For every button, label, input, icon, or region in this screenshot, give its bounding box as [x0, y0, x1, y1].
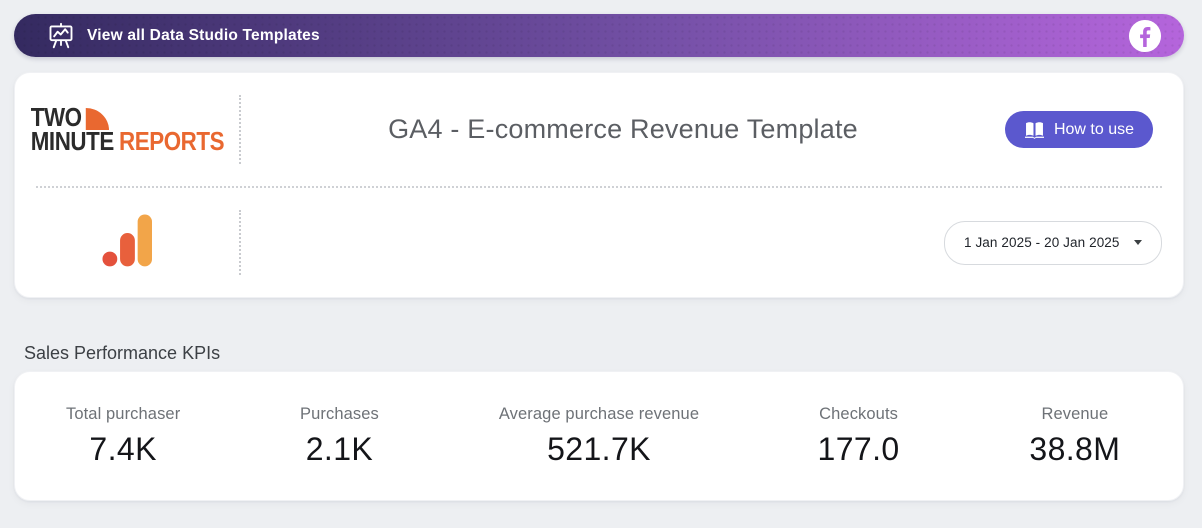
kpi-average-purchase-revenue: Average purchase revenue 521.7K: [448, 405, 751, 468]
open-book-icon: [1024, 120, 1045, 140]
logo: TWO MINUTE REPORTS: [30, 101, 225, 156]
title-area: GA4 - E-commerce Revenue Template: [241, 114, 1005, 145]
date-range-selector[interactable]: 1 Jan 2025 - 20 Jan 2025: [944, 220, 1162, 265]
logo-word-minute: MINUTE: [30, 125, 114, 156]
report-title: GA4 - E-commerce Revenue Template: [388, 114, 858, 145]
horizontal-dotted-divider: [36, 186, 1162, 189]
kpi-checkouts: Checkouts 177.0: [750, 405, 966, 468]
kpi-label: Total purchaser: [65, 404, 181, 423]
how-to-use-button[interactable]: How to use: [1004, 111, 1153, 149]
how-to-use-label: How to use: [1053, 120, 1134, 138]
kpi-label: Average purchase revenue: [498, 404, 700, 423]
kpi-value: 521.7K: [547, 430, 651, 467]
page: View all Data Studio Templates TWO MINUT…: [0, 14, 1202, 528]
kpi-value: 38.8M: [1029, 430, 1121, 467]
kpi-label: Revenue: [1041, 404, 1109, 423]
banner-label: View all Data Studio Templates: [87, 26, 320, 44]
header-card: TWO MINUTE REPORTS GA4 - E-commerce Reve…: [14, 72, 1184, 298]
kpi-value: 2.1K: [305, 430, 374, 467]
vertical-dotted-divider: [239, 210, 241, 275]
section-heading: Sales Performance KPIs: [24, 343, 221, 363]
kpi-purchases: Purchases 2.1K: [231, 405, 447, 468]
kpi-label: Checkouts: [819, 404, 898, 423]
facebook-icon[interactable]: [1128, 19, 1162, 53]
header-row-bottom: 1 Jan 2025 - 20 Jan 2025: [15, 188, 1183, 297]
logo-line-2: MINUTE REPORTS: [30, 125, 225, 156]
logo-line-1: TWO: [30, 101, 223, 132]
kpi-revenue: Revenue 38.8M: [967, 405, 1183, 468]
dropdown-caret-icon: [1134, 240, 1142, 246]
kpi-total-purchaser: Total purchaser 7.4K: [15, 405, 231, 468]
kpi-card: Total purchaser 7.4K Purchases 2.1K Aver…: [14, 371, 1184, 501]
kpi-value: 177.0: [817, 430, 900, 467]
vertical-dotted-divider: [239, 95, 241, 165]
logo-word-two: TWO: [30, 101, 82, 132]
data-source-cell: [15, 213, 239, 272]
kpi-label: Purchases: [300, 404, 379, 423]
logo-word-reports: REPORTS: [118, 125, 225, 156]
header-row-top: TWO MINUTE REPORTS GA4 - E-commerce Reve…: [15, 73, 1183, 186]
two-minute-reports-logo: TWO MINUTE REPORTS: [15, 101, 239, 156]
banner-view-all-templates[interactable]: View all Data Studio Templates: [14, 14, 1184, 57]
date-range-value: 1 Jan 2025 - 20 Jan 2025: [964, 235, 1120, 251]
google-analytics-icon: [102, 213, 152, 272]
presentation-chart-icon: [46, 21, 76, 51]
kpi-value: 7.4K: [89, 430, 157, 467]
